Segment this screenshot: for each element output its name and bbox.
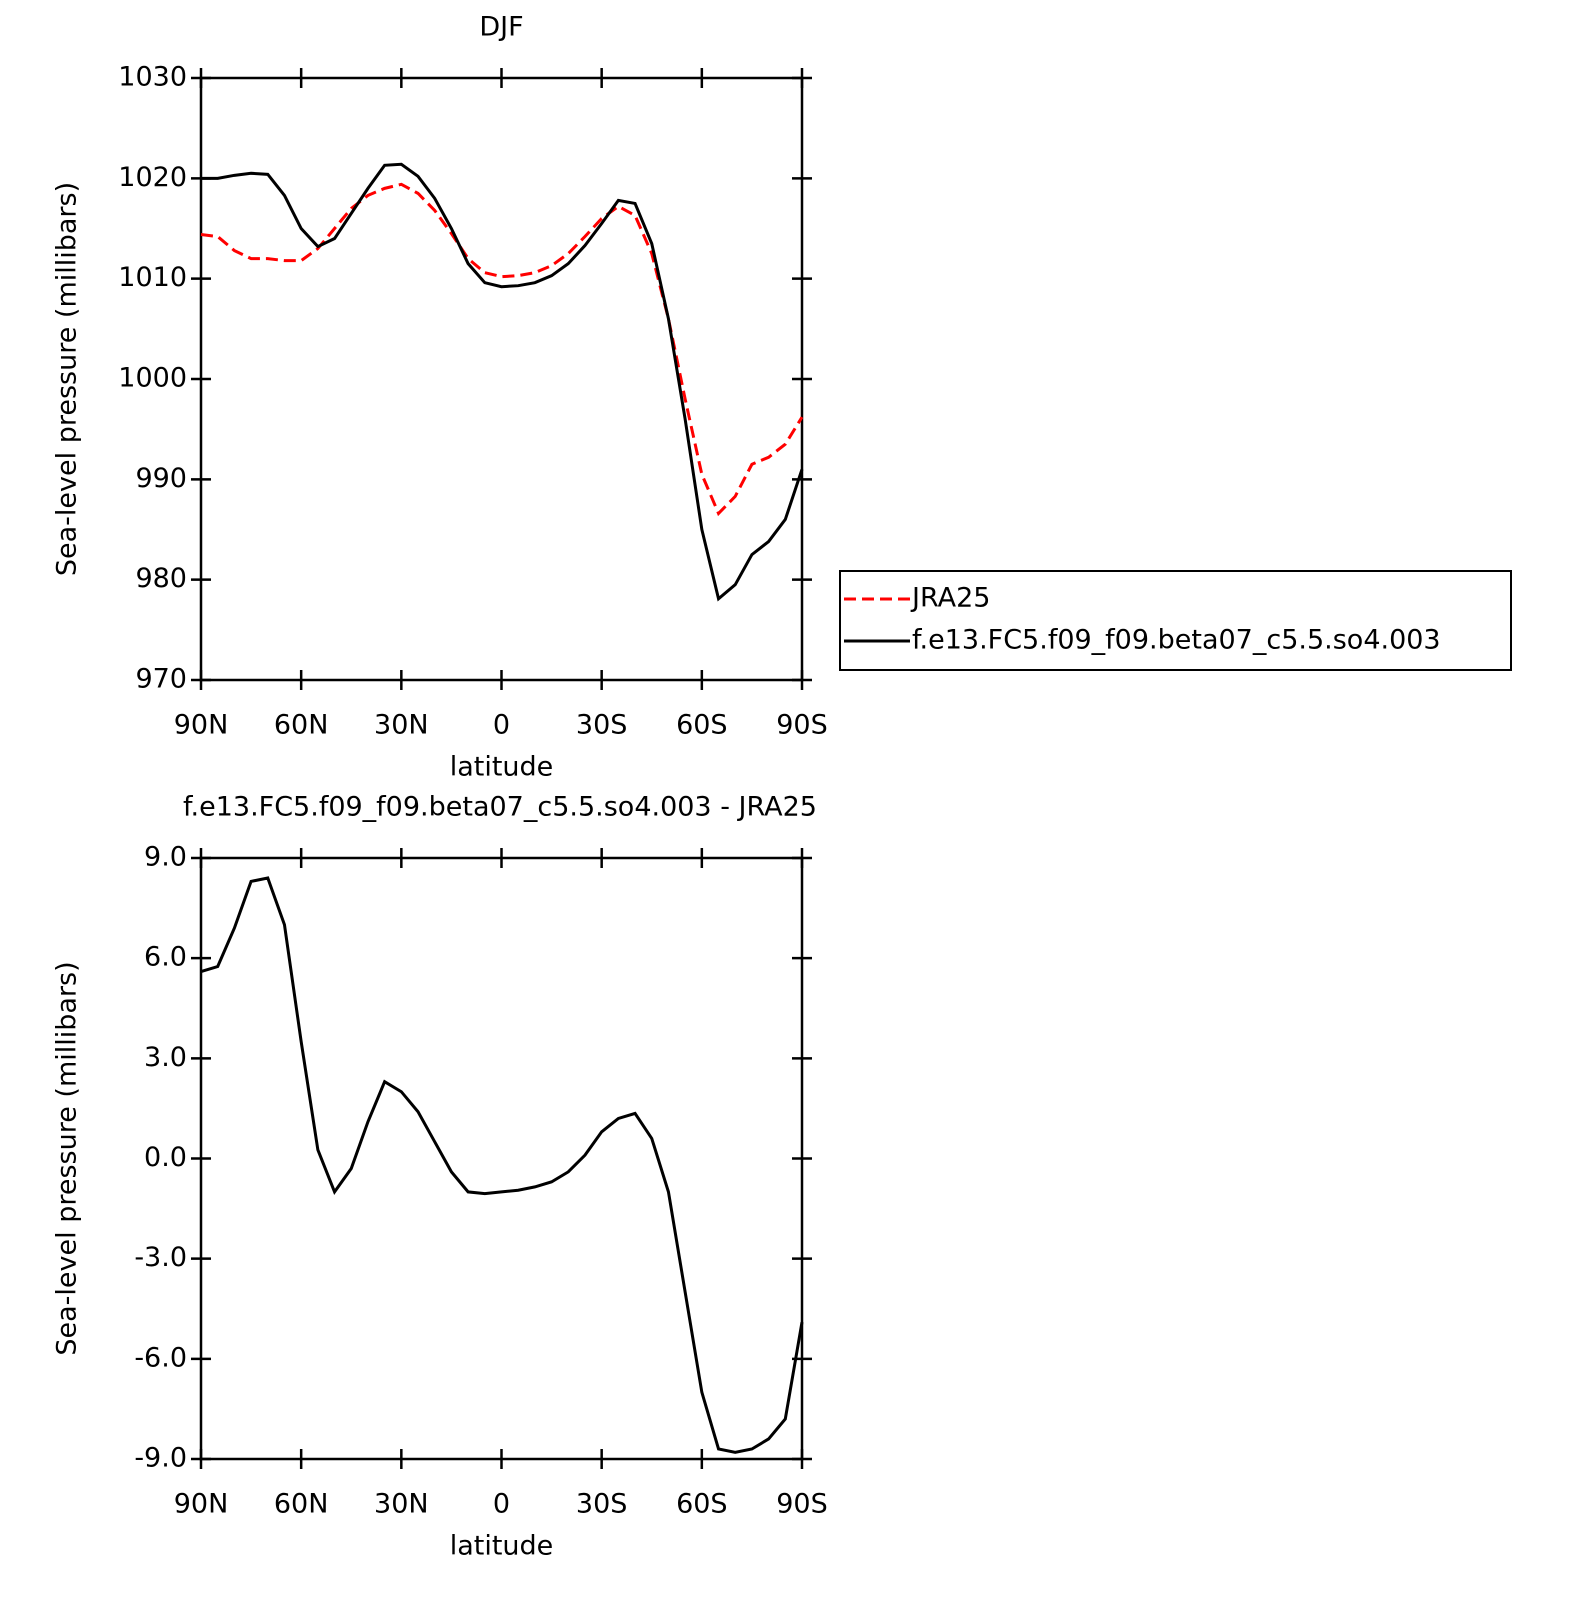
y-tick-label: 990	[135, 463, 187, 494]
y-axis-label: Sea-level pressure (millibars)	[52, 182, 83, 576]
x-tick-label: 30S	[576, 1489, 628, 1520]
x-tick-label: 0	[493, 1489, 510, 1520]
x-tick-label: 30S	[576, 710, 628, 741]
y-tick-label: -9.0	[134, 1443, 187, 1474]
y-tick-label: 1030	[118, 62, 187, 93]
chart-title: DJF	[479, 12, 523, 43]
x-axis-label: latitude	[450, 752, 554, 783]
x-tick-label: 60N	[274, 710, 329, 741]
y-tick-label: 0.0	[144, 1142, 187, 1173]
x-tick-label: 90S	[776, 710, 828, 741]
y-tick-label: -6.0	[134, 1342, 187, 1373]
y-axis-label: Sea-level pressure (millibars)	[52, 961, 83, 1355]
legend-label: f.e13.FC5.f09_f09.beta07_c5.5.so4.003	[912, 625, 1441, 656]
x-tick-label: 60S	[676, 710, 728, 741]
y-tick-label: 1000	[118, 363, 187, 394]
y-tick-label: 1010	[118, 262, 187, 293]
data-line	[201, 162, 804, 602]
data-line	[200, 876, 804, 1454]
plot-frame	[199, 856, 804, 1461]
x-tick-label: 0	[493, 710, 510, 741]
y-tick-label: 970	[135, 664, 187, 695]
y-tick-label: 1020	[118, 162, 187, 193]
legend-label: JRA25	[910, 583, 990, 614]
y-tick-label: 9.0	[144, 842, 187, 873]
x-tick-label: 60S	[676, 1489, 728, 1520]
plot-frame	[199, 76, 804, 682]
chart-title: f.e13.FC5.f09_f09.beta07_c5.5.so4.003 - …	[183, 792, 817, 823]
y-tick-label: 3.0	[144, 1042, 187, 1073]
data-line	[200, 182, 804, 517]
x-tick-label: 60N	[274, 1489, 329, 1520]
y-tick-label: 980	[135, 563, 187, 594]
x-tick-label: 90N	[174, 1489, 229, 1520]
x-tick-label: 90S	[776, 1489, 828, 1520]
x-tick-label: 30N	[374, 1489, 429, 1520]
x-tick-label: 90N	[174, 710, 229, 741]
x-axis-label: latitude	[450, 1531, 554, 1562]
x-tick-label: 30N	[374, 710, 429, 741]
y-tick-label: 6.0	[144, 942, 187, 973]
y-tick-label: -3.0	[134, 1242, 187, 1273]
legend-box	[839, 570, 1512, 671]
